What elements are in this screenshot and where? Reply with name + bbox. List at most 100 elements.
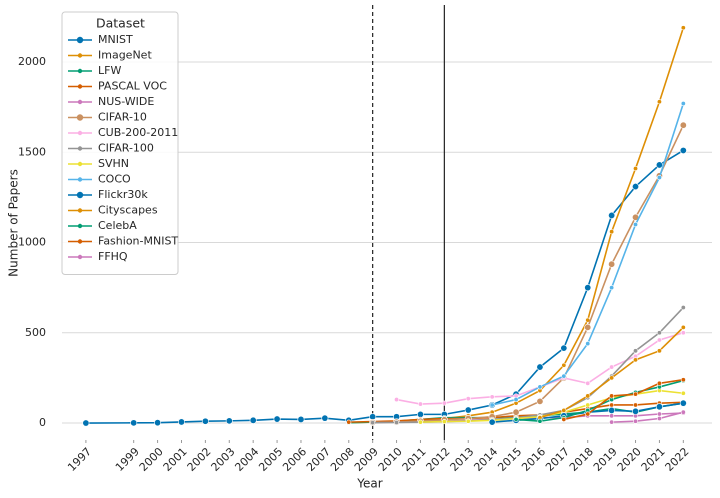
data-point	[680, 330, 686, 336]
data-point	[633, 166, 639, 172]
data-point	[609, 413, 615, 419]
data-point	[679, 146, 687, 154]
legend-marker	[77, 99, 83, 105]
legend-marker	[76, 191, 84, 199]
data-point	[417, 401, 423, 407]
data-point	[633, 402, 639, 408]
legend-label: CIFAR-100	[98, 142, 154, 155]
x-tick-label: 2002	[185, 445, 214, 474]
legend-marker	[77, 254, 83, 260]
data-point	[369, 413, 377, 421]
data-point	[273, 415, 281, 423]
data-point	[608, 260, 616, 268]
data-point	[130, 419, 138, 427]
x-tick-label: 2004	[232, 445, 261, 474]
x-tick-label: 2017	[543, 445, 572, 474]
x-tick-label: 2000	[137, 445, 166, 474]
data-point	[656, 416, 662, 422]
x-tick-label: 2006	[280, 445, 309, 474]
data-point	[513, 416, 519, 422]
data-point	[560, 344, 568, 352]
y-axis-label: Number of Papers	[7, 169, 21, 277]
x-tick-label: 2014	[471, 445, 500, 474]
legend-marker	[76, 36, 84, 44]
x-tick-label: 1997	[65, 445, 94, 474]
data-point	[465, 418, 471, 424]
data-point	[154, 419, 162, 427]
data-point	[609, 393, 615, 399]
data-point	[680, 377, 686, 383]
legend-marker	[77, 161, 83, 167]
y-tick-label: 1500	[18, 145, 46, 158]
legend-label: FFHQ	[98, 250, 128, 263]
legend: Dataset MNIST ImageNet LFW PASCAL VOC NUS-WID…	[61, 11, 179, 275]
data-point	[633, 348, 639, 354]
data-point	[249, 416, 257, 424]
data-point	[394, 397, 400, 403]
data-point	[609, 285, 615, 291]
x-tick-label: 2012	[424, 445, 453, 474]
data-point	[680, 409, 686, 415]
data-point	[585, 393, 591, 399]
data-point	[82, 419, 90, 427]
data-point	[512, 408, 520, 416]
data-point	[609, 364, 615, 370]
data-point	[679, 121, 687, 129]
data-point	[441, 419, 447, 425]
data-point	[632, 183, 640, 191]
data-point	[656, 175, 662, 181]
data-point	[609, 375, 615, 381]
data-point	[608, 211, 616, 219]
data-point	[680, 25, 686, 31]
data-point	[513, 397, 519, 403]
data-point	[655, 161, 663, 169]
x-tick-label: 2013	[448, 445, 477, 474]
legend-marker	[77, 239, 83, 244]
legend-marker	[77, 177, 83, 182]
data-point	[297, 415, 305, 423]
legend-label: PASCAL VOC	[98, 80, 167, 93]
data-point	[321, 414, 329, 422]
data-point	[656, 348, 662, 354]
data-point	[633, 221, 639, 227]
data-point	[656, 380, 662, 386]
y-tick-label: 0	[39, 416, 46, 429]
data-point	[561, 373, 567, 379]
data-point	[489, 402, 495, 408]
legend-label: Flickr30k	[98, 188, 148, 201]
data-point	[536, 397, 544, 405]
data-point	[585, 402, 591, 408]
data-point	[201, 417, 209, 425]
x-tick-label: 2022	[663, 445, 692, 474]
data-point	[609, 402, 615, 408]
x-tick-label: 2008	[328, 445, 357, 474]
x-tick-label: 2005	[256, 445, 285, 474]
data-point	[561, 407, 567, 413]
data-point	[609, 419, 615, 425]
data-point	[585, 411, 591, 417]
data-point	[417, 419, 423, 425]
x-tick-label: 2015	[495, 445, 524, 474]
legend-label: SVHN	[98, 157, 129, 170]
data-point	[680, 305, 686, 311]
legend-marker	[77, 208, 83, 213]
y-tick-label: 2000	[18, 55, 46, 68]
data-point	[585, 380, 591, 386]
data-point	[679, 399, 687, 407]
legend-marker	[77, 130, 83, 136]
x-tick-label: 1999	[113, 445, 142, 474]
data-point	[609, 229, 615, 235]
data-point	[680, 390, 686, 396]
data-point	[394, 419, 400, 425]
data-point	[465, 396, 471, 402]
x-tick-label: 2020	[615, 445, 644, 474]
data-point	[632, 407, 640, 415]
x-tick-label: 2010	[376, 445, 405, 474]
data-point	[633, 357, 639, 363]
legend-marker	[77, 223, 83, 229]
data-point	[561, 362, 567, 368]
legend-marker	[76, 114, 84, 121]
data-point	[464, 406, 472, 414]
